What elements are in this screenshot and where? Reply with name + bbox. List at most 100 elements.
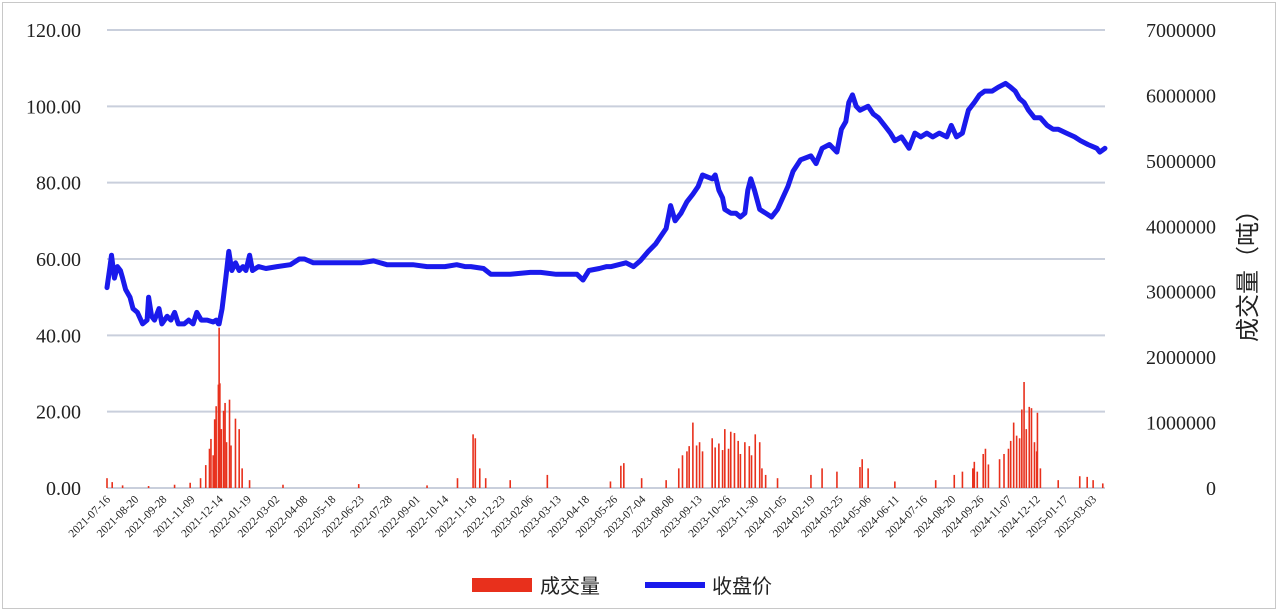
volume-bar xyxy=(984,448,987,488)
volume-bar xyxy=(677,468,680,488)
volume-bar xyxy=(894,481,896,488)
volume-bar xyxy=(509,480,512,488)
right-axis-title: 成交量（吨） xyxy=(1234,198,1262,342)
right-axis: 0 1000000 2000000 3000000 4000000 5000000 6000… xyxy=(1146,20,1216,500)
left-tick-label: 40.00 xyxy=(36,325,81,347)
volume-bar xyxy=(230,445,232,488)
volume-bar xyxy=(1039,468,1042,488)
grid-lines xyxy=(107,29,1105,489)
volume-bar xyxy=(695,445,698,488)
volume-bar xyxy=(282,484,284,488)
volume-bar xyxy=(953,474,956,488)
volume-bar xyxy=(1101,483,1104,488)
left-tick-label: 120.00 xyxy=(26,20,81,42)
volume-bar xyxy=(426,485,428,488)
volume-bar xyxy=(867,468,869,488)
volume-bar xyxy=(859,467,861,488)
volume-bar xyxy=(987,464,990,488)
volume-bar xyxy=(204,465,207,488)
volume-bar xyxy=(748,446,751,488)
volume-bar xyxy=(1078,476,1081,488)
left-axis: 0.00 20.00 40.00 60.00 80.00 100.00 120.00 xyxy=(26,20,81,500)
legend: 成交量 收盘价 xyxy=(472,574,772,598)
volume-bar xyxy=(147,486,150,488)
volume-bar xyxy=(189,482,191,488)
volume-bar xyxy=(1009,440,1012,488)
volume-bar xyxy=(721,450,724,488)
volume-bar xyxy=(688,446,690,488)
right-tick-label: 7000000 xyxy=(1146,20,1216,42)
volume-bar xyxy=(208,448,211,488)
volume-bar xyxy=(234,418,237,488)
volume-bar xyxy=(998,459,1001,488)
volume-bar xyxy=(810,474,812,488)
volume-bar xyxy=(665,480,667,488)
volume-bar xyxy=(1003,453,1005,488)
volume-bar xyxy=(1028,406,1031,488)
volume-bar xyxy=(474,438,477,488)
left-tick-label: 0.00 xyxy=(46,478,81,500)
volume-bar xyxy=(1033,442,1036,488)
volume-bar xyxy=(478,468,481,488)
volume-bar xyxy=(173,484,176,488)
volume-bar xyxy=(1092,480,1094,488)
volume-bar xyxy=(222,410,225,488)
volume-bar xyxy=(111,482,113,488)
volume-bar xyxy=(727,448,730,488)
left-tick-label: 60.00 xyxy=(36,249,81,271)
volume-bar xyxy=(836,471,838,488)
volume-bar xyxy=(729,431,732,488)
right-tick-label: 2000000 xyxy=(1146,347,1216,369)
volume-bar xyxy=(1086,476,1088,488)
volume-bar xyxy=(609,481,612,488)
volume-bar xyxy=(761,468,763,488)
volume-bar xyxy=(764,474,767,488)
volume-bar xyxy=(692,422,694,488)
volume-bar xyxy=(199,478,202,488)
volume-bar xyxy=(241,468,243,488)
volume-bar xyxy=(357,484,360,488)
volume-bar xyxy=(750,455,753,488)
volume-bar xyxy=(238,429,240,488)
volume-bar xyxy=(861,459,863,488)
price-line xyxy=(104,80,1108,327)
volume-bar xyxy=(681,455,684,488)
right-tick-label: 5000000 xyxy=(1146,151,1216,173)
volume-bar xyxy=(1015,435,1018,488)
volume-bar xyxy=(758,442,761,488)
volume-bar xyxy=(248,480,251,488)
volume-series xyxy=(106,327,1104,488)
volume-bar xyxy=(213,419,216,488)
volume-bar xyxy=(718,443,720,488)
right-tick-label: 4000000 xyxy=(1146,216,1216,238)
volume-bar xyxy=(934,480,937,488)
volume-bar xyxy=(1007,448,1010,488)
legend-label-volume: 成交量 xyxy=(540,574,600,598)
volume-bar xyxy=(225,442,228,488)
volume-bar xyxy=(620,465,622,488)
volume-bar xyxy=(106,478,108,488)
left-tick-label: 20.00 xyxy=(36,402,81,424)
volume-bar xyxy=(698,442,701,488)
volume-bar xyxy=(210,438,212,488)
right-tick-label: 1000000 xyxy=(1146,413,1216,435)
volume-bar xyxy=(724,429,726,488)
volume-bar xyxy=(1012,422,1015,488)
right-tick-label: 6000000 xyxy=(1146,85,1216,107)
volume-bar xyxy=(546,474,549,488)
volume-bar xyxy=(821,468,823,488)
volume-bar xyxy=(215,406,217,488)
volume-bar xyxy=(1018,438,1021,488)
volume-bar xyxy=(219,383,221,488)
legend-swatch-price xyxy=(645,582,705,588)
volume-bar xyxy=(744,442,746,488)
volume-bar xyxy=(714,447,716,488)
volume-bar xyxy=(737,440,739,488)
volume-bar xyxy=(972,468,974,488)
volume-bar xyxy=(982,453,985,488)
volume-bar xyxy=(739,453,742,488)
price-series xyxy=(104,80,1108,327)
x-axis: 2021-07-162021-08-202021-09-282021-11-09… xyxy=(67,493,1100,540)
